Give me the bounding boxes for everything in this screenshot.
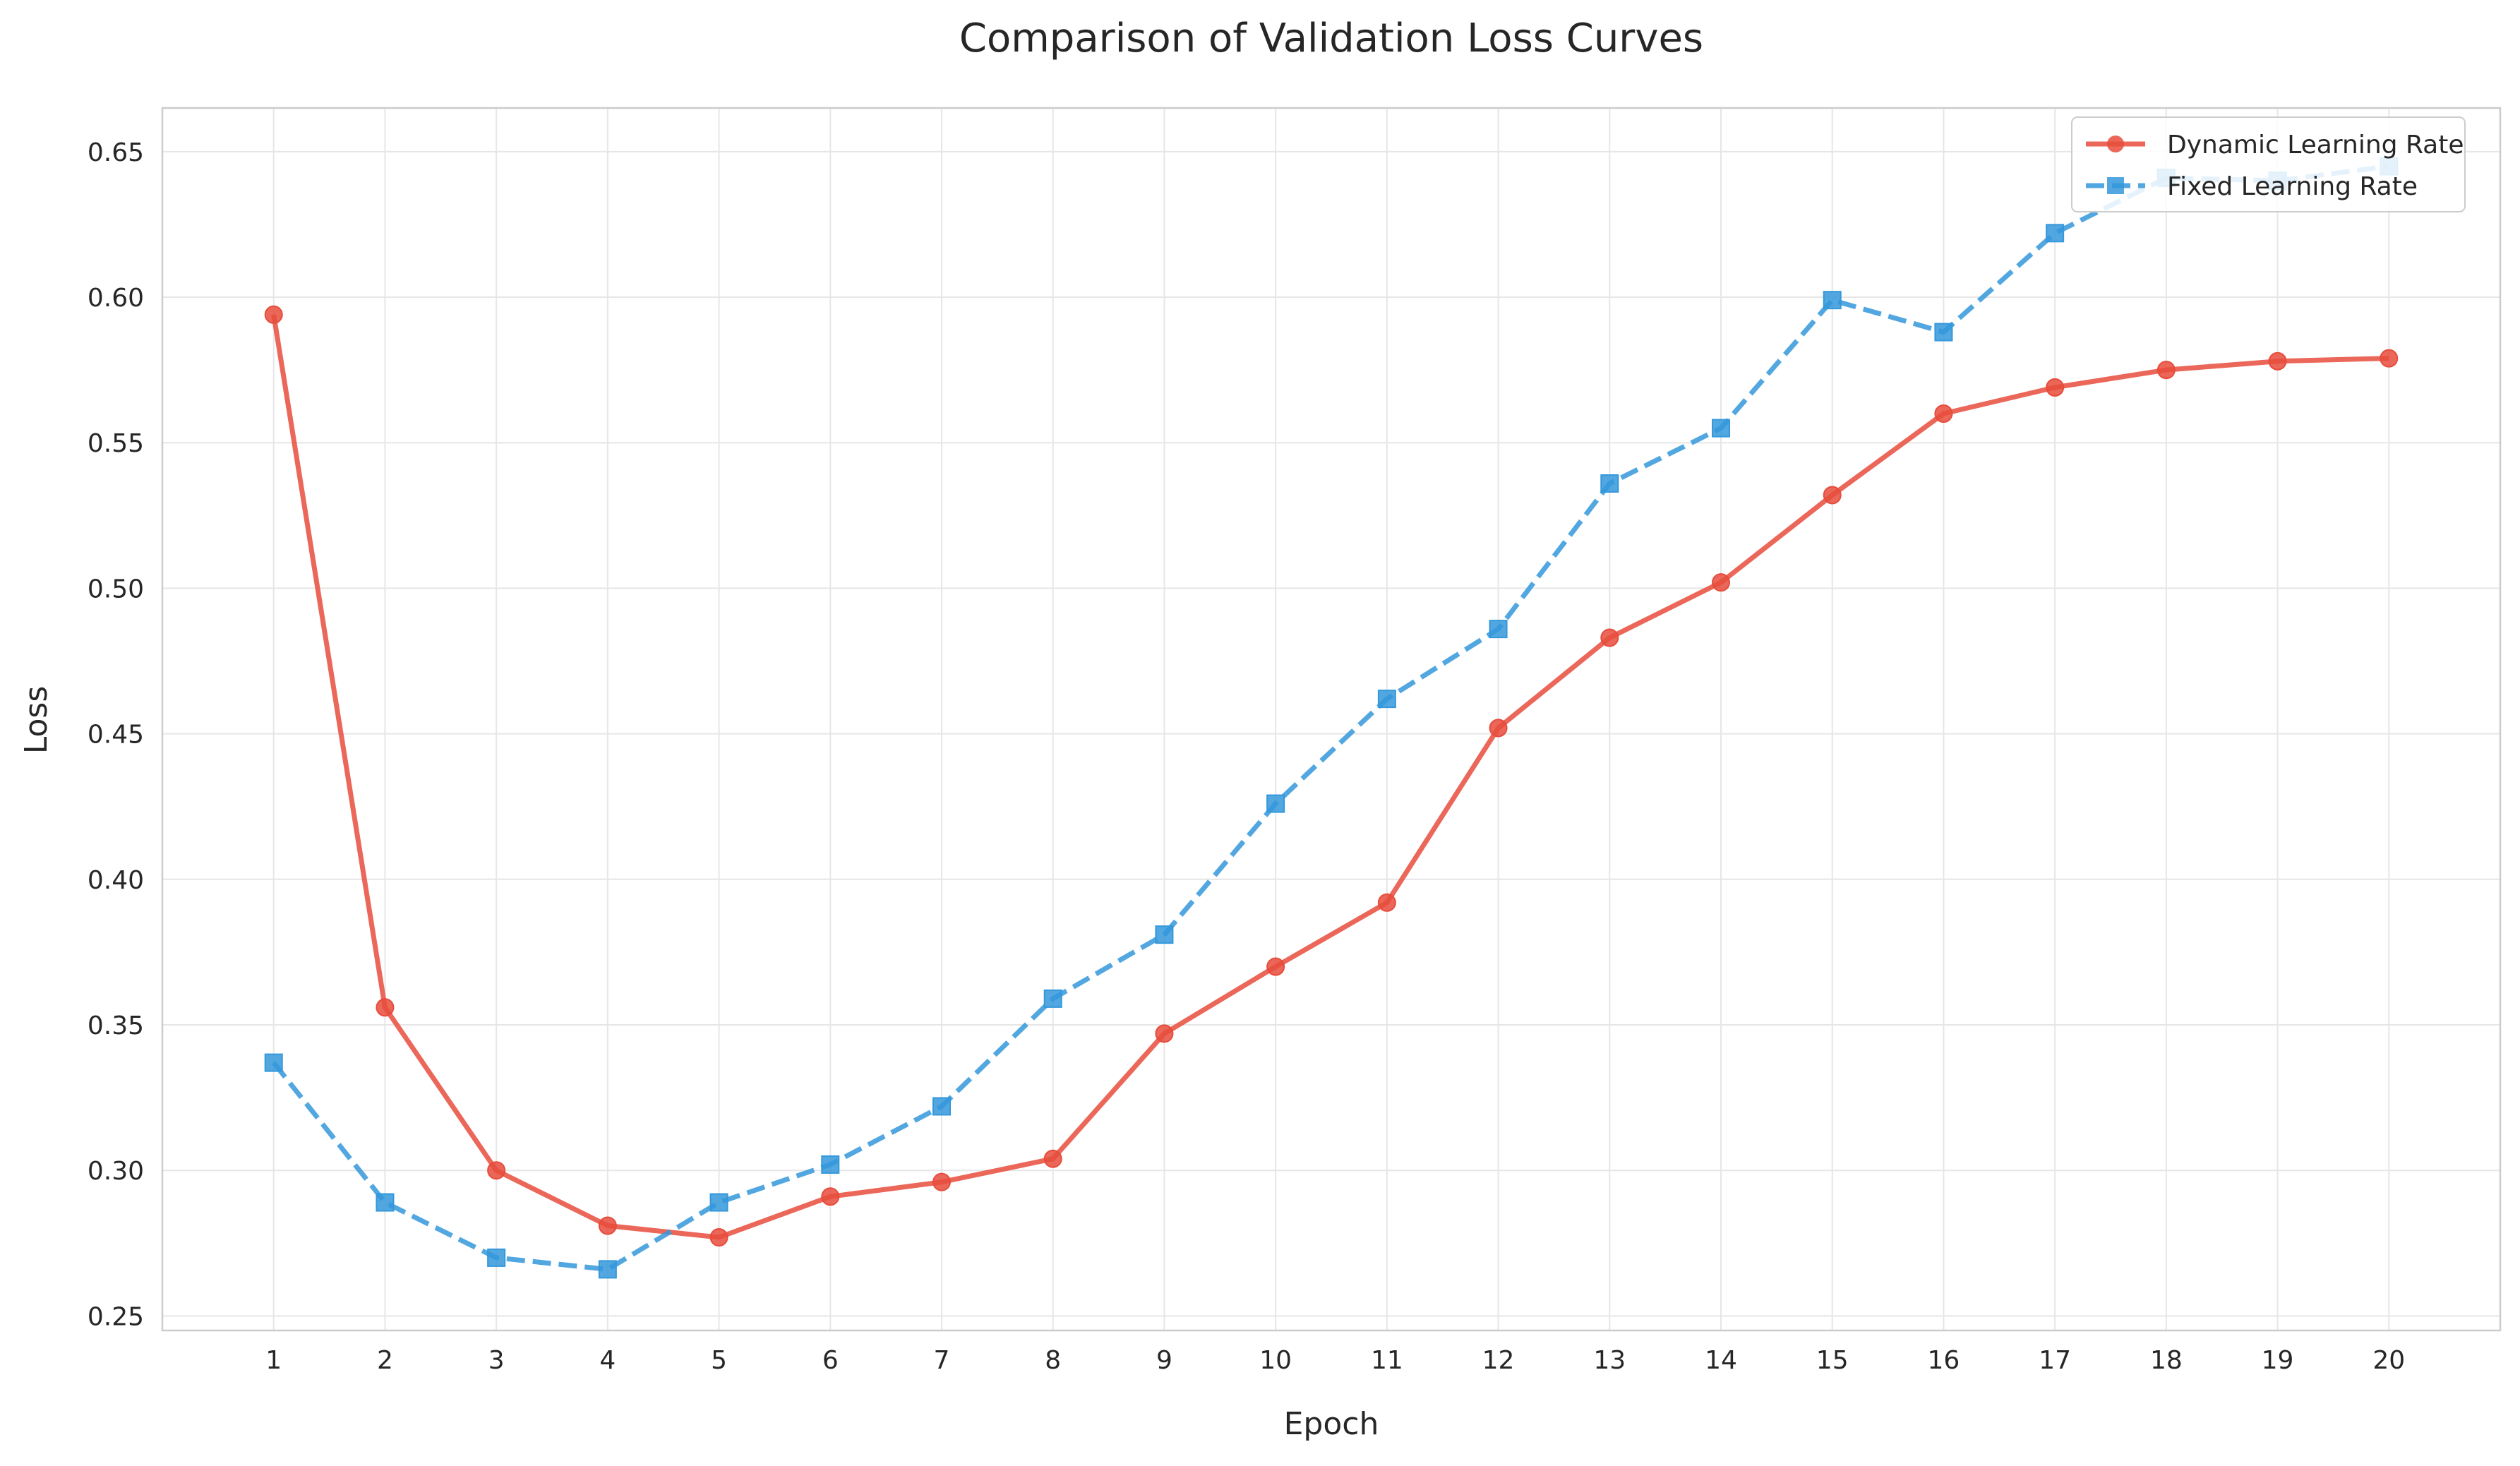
data-point bbox=[709, 1228, 728, 1247]
data-point bbox=[1155, 1024, 1174, 1043]
data-point bbox=[487, 1161, 506, 1180]
data-point bbox=[1266, 794, 1285, 813]
x-tick-label: 20 bbox=[2372, 1346, 2405, 1375]
x-tick-label: 7 bbox=[934, 1346, 950, 1375]
data-point bbox=[1377, 893, 1396, 912]
legend: Dynamic Learning Rate Fixed Learning Rate bbox=[2071, 116, 2466, 212]
x-tick-label: 14 bbox=[1705, 1346, 1737, 1375]
y-tick-label: 0.50 bbox=[88, 575, 144, 603]
x-tick-label: 16 bbox=[1928, 1346, 1960, 1375]
x-tick-label: 3 bbox=[488, 1346, 505, 1375]
y-tick-label: 0.40 bbox=[88, 866, 144, 895]
data-point bbox=[709, 1193, 728, 1212]
data-point bbox=[598, 1260, 617, 1279]
data-point bbox=[487, 1248, 506, 1267]
data-point bbox=[264, 305, 283, 324]
x-tick-label: 1 bbox=[265, 1346, 282, 1375]
x-tick-label: 19 bbox=[2262, 1346, 2294, 1375]
x-tick-label: 13 bbox=[1593, 1346, 1626, 1375]
legend-entry: Dynamic Learning Rate bbox=[2086, 131, 2464, 160]
data-point bbox=[2046, 378, 2065, 397]
data-point bbox=[1823, 486, 1842, 505]
data-point bbox=[1377, 690, 1396, 709]
legend-entry: Fixed Learning Rate bbox=[2086, 172, 2418, 201]
x-tick-label: 4 bbox=[599, 1346, 616, 1375]
data-point bbox=[1489, 620, 1508, 639]
data-point bbox=[2268, 352, 2287, 371]
x-tick-label: 2 bbox=[377, 1346, 393, 1375]
data-point bbox=[376, 1193, 395, 1212]
data-point bbox=[1600, 474, 1619, 493]
legend-box bbox=[2071, 116, 2466, 212]
data-point bbox=[1155, 925, 1174, 944]
chart-title: Comparison of Validation Loss Curves bbox=[959, 16, 1703, 61]
legend-marker bbox=[2107, 177, 2124, 194]
data-point bbox=[1489, 719, 1508, 738]
data-point bbox=[1934, 323, 1953, 342]
x-tick-label: 18 bbox=[2150, 1346, 2183, 1375]
x-tick-label: 8 bbox=[1045, 1346, 1061, 1375]
data-point bbox=[2156, 361, 2176, 380]
data-point bbox=[1712, 573, 1730, 592]
data-point bbox=[821, 1187, 840, 1206]
data-point bbox=[821, 1155, 840, 1174]
x-tick-label: 15 bbox=[1816, 1346, 1849, 1375]
data-point bbox=[932, 1097, 951, 1116]
data-point bbox=[932, 1172, 951, 1191]
legend-marker bbox=[2107, 136, 2124, 152]
y-axis-label: Loss bbox=[18, 686, 54, 755]
x-tick-label: 11 bbox=[1371, 1346, 1403, 1375]
y-tick-label: 0.55 bbox=[88, 429, 144, 458]
axis-ticks: 1 2 3 4 5 6 7 8 9 10 11 12 13 14 15 16 17 18 19 200.250.300… bbox=[88, 138, 2405, 1375]
series-0 bbox=[264, 305, 2399, 1247]
y-tick-label: 0.25 bbox=[88, 1302, 144, 1331]
y-tick-label: 0.30 bbox=[88, 1157, 144, 1186]
series-line bbox=[271, 164, 2389, 1272]
data-point bbox=[598, 1216, 617, 1235]
data-point bbox=[2046, 224, 2065, 243]
x-tick-label: 17 bbox=[2039, 1346, 2071, 1375]
y-tick-label: 0.35 bbox=[88, 1011, 144, 1040]
y-tick-label: 0.45 bbox=[88, 721, 144, 750]
y-tick-label: 0.60 bbox=[88, 284, 144, 313]
plot-frame bbox=[161, 107, 2502, 1332]
data-point bbox=[1823, 291, 1842, 310]
data-point bbox=[1934, 404, 1953, 423]
x-tick-label: 9 bbox=[1156, 1346, 1172, 1375]
data-point bbox=[1600, 628, 1619, 647]
data-point bbox=[1712, 419, 1730, 438]
x-axis-label: Epoch bbox=[1284, 1406, 1379, 1442]
legend-label: Fixed Learning Rate bbox=[2167, 172, 2418, 201]
data-point bbox=[1043, 1149, 1062, 1168]
x-tick-label: 10 bbox=[1259, 1346, 1292, 1375]
series-line bbox=[271, 314, 2389, 1240]
data-point bbox=[376, 998, 395, 1017]
data-point bbox=[2380, 349, 2399, 368]
data-point bbox=[1043, 989, 1062, 1008]
x-tick-label: 5 bbox=[711, 1346, 727, 1375]
legend-label: Dynamic Learning Rate bbox=[2167, 131, 2464, 160]
y-tick-label: 0.65 bbox=[88, 138, 144, 167]
data-point bbox=[264, 1053, 283, 1072]
x-tick-label: 6 bbox=[822, 1346, 839, 1375]
data-point bbox=[1266, 957, 1285, 976]
x-tick-label: 12 bbox=[1482, 1346, 1515, 1375]
